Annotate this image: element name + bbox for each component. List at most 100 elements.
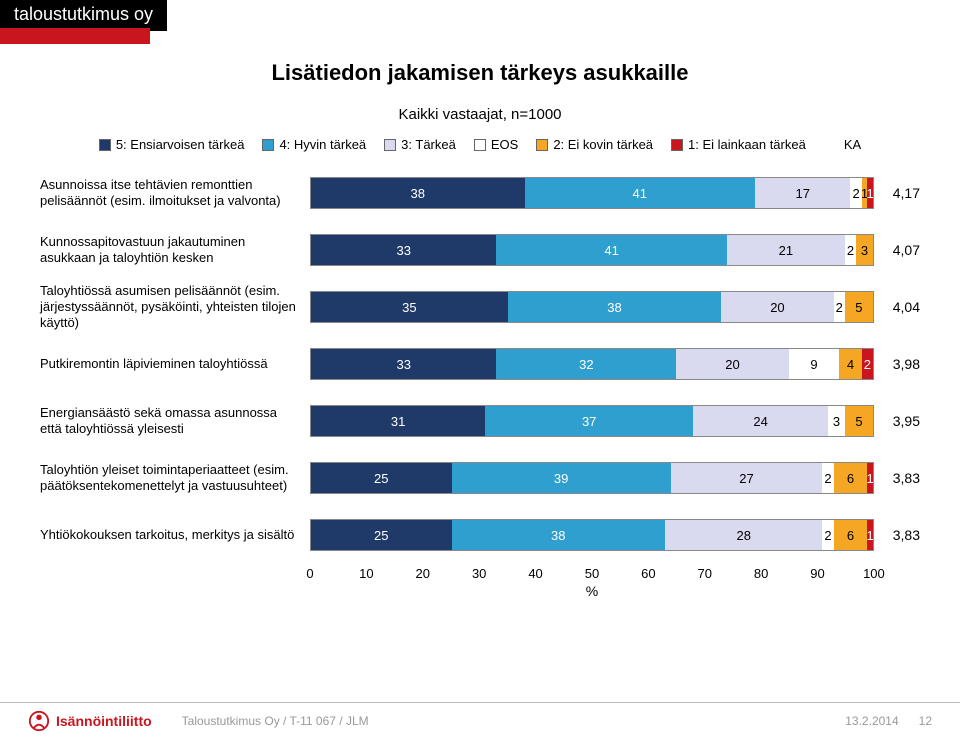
bar-segment: 38 — [508, 292, 722, 322]
chart-row: Yhtiökokouksen tarkoitus, merkitys ja si… — [40, 514, 920, 556]
brand-bar: taloustutkimus oy — [0, 0, 167, 31]
row-bar-wrap: 33412123 — [310, 231, 874, 269]
bar-segment: 31 — [311, 406, 485, 436]
row-ka: 3,83 — [874, 527, 920, 543]
bar-segment: 20 — [676, 349, 788, 379]
x-tick-label: 100 — [863, 566, 885, 581]
row-bar-wrap: 31372435 — [310, 402, 874, 440]
row-label: Asunnoissa itse tehtävien remonttien pel… — [40, 177, 310, 210]
chart-title: Lisätiedon jakamisen tärkeys asukkaille — [40, 60, 920, 86]
row-bar-wrap: 35382025 — [310, 288, 874, 326]
row-bar: 253828261 — [310, 519, 874, 551]
brand-accent — [0, 28, 150, 44]
bar-segment: 33 — [311, 349, 496, 379]
logo-icon — [28, 710, 50, 732]
bar-segment: 3 — [828, 406, 845, 436]
bar-segment: 25 — [311, 463, 452, 493]
x-axis-label: % — [310, 583, 874, 599]
legend-swatch — [474, 139, 486, 151]
legend: 5: Ensiarvoisen tärkeä 4: Hyvin tärkeä 3: … — [40, 137, 920, 152]
legend-label: 2: Ei kovin tärkeä — [553, 137, 653, 152]
x-tick-label: 10 — [359, 566, 373, 581]
brand-text: taloustutkimus oy — [14, 4, 153, 24]
legend-item: 3: Tärkeä — [384, 137, 456, 152]
bar-segment: 37 — [485, 406, 693, 436]
footer-logo-text: Isännöintiliitto — [56, 713, 152, 729]
bar-segment: 41 — [525, 178, 755, 208]
bar-segment: 21 — [727, 235, 845, 265]
chart-row: Taloyhtiön yleiset toimintaperiaatteet (… — [40, 457, 920, 499]
row-bar-wrap: 333220942 — [310, 345, 874, 383]
bar-segment: 25 — [311, 520, 452, 550]
row-ka: 4,04 — [874, 299, 920, 315]
x-tick-label: 90 — [810, 566, 824, 581]
row-ka: 3,95 — [874, 413, 920, 429]
bar-segment: 2 — [862, 349, 873, 379]
bar-segment: 27 — [671, 463, 823, 493]
x-tick-label: 40 — [528, 566, 542, 581]
row-label: Taloyhtiön yleiset toimintaperiaatteet (… — [40, 462, 310, 495]
row-bar: 253927261 — [310, 462, 874, 494]
row-ka: 3,98 — [874, 356, 920, 372]
bar-segment: 41 — [496, 235, 726, 265]
bar-segment: 5 — [845, 406, 873, 436]
chart-row: Kunnossapitovastuun jakautuminen asukkaa… — [40, 229, 920, 271]
legend-swatch — [262, 139, 274, 151]
x-tick-label: 80 — [754, 566, 768, 581]
row-label: Kunnossapitovastuun jakautuminen asukkaa… — [40, 234, 310, 267]
chart-row: Asunnoissa itse tehtävien remonttien pel… — [40, 172, 920, 214]
row-bar: 333220942 — [310, 348, 874, 380]
x-tick-label: 30 — [472, 566, 486, 581]
bar-segment: 6 — [834, 463, 868, 493]
chart-rows: Asunnoissa itse tehtävien remonttien pel… — [40, 172, 920, 556]
x-tick-label: 20 — [416, 566, 430, 581]
bar-segment: 2 — [850, 178, 861, 208]
bar-segment: 1 — [867, 520, 873, 550]
bar-segment: 2 — [845, 235, 856, 265]
footer-logo: Isännöintiliitto — [28, 710, 152, 732]
legend-swatch — [671, 139, 683, 151]
legend-swatch — [384, 139, 396, 151]
legend-swatch — [99, 139, 111, 151]
bar-segment: 28 — [665, 520, 822, 550]
legend-item: 2: Ei kovin tärkeä — [536, 137, 653, 152]
bar-segment: 35 — [311, 292, 508, 322]
legend-label: 4: Hyvin tärkeä — [279, 137, 366, 152]
footer: Isännöintiliitto Taloustutkimus Oy / T-1… — [0, 702, 960, 738]
bar-segment: 3 — [856, 235, 873, 265]
bar-segment: 2 — [822, 520, 833, 550]
legend-label: 5: Ensiarvoisen tärkeä — [116, 137, 245, 152]
chart-subtitle: Kaikki vastaajat, n=1000 — [40, 106, 920, 123]
row-ka: 3,83 — [874, 470, 920, 486]
x-tick-label: 70 — [698, 566, 712, 581]
x-axis: 0102030405060708090100 % — [310, 566, 874, 606]
chart-row: Taloyhtiössä asumisen pelisäännöt (esim.… — [40, 286, 920, 328]
row-label: Yhtiökokouksen tarkoitus, merkitys ja si… — [40, 527, 310, 543]
row-label: Putkiremontin läpivieminen taloyhtiössä — [40, 356, 310, 372]
x-tick-label: 50 — [585, 566, 599, 581]
legend-item: EOS — [474, 137, 518, 152]
bar-segment: 1 — [867, 463, 873, 493]
bar-segment: 38 — [311, 178, 525, 208]
row-bar: 384117211 — [310, 177, 874, 209]
row-label: Taloyhtiössä asumisen pelisäännöt (esim.… — [40, 283, 310, 332]
row-ka: 4,07 — [874, 242, 920, 258]
row-bar: 31372435 — [310, 405, 874, 437]
bar-segment: 17 — [755, 178, 851, 208]
bar-segment: 32 — [496, 349, 676, 379]
legend-label: 1: Ei lainkaan tärkeä — [688, 137, 806, 152]
bar-segment: 24 — [693, 406, 828, 436]
legend-item: 5: Ensiarvoisen tärkeä — [99, 137, 245, 152]
bar-segment: 9 — [789, 349, 840, 379]
bar-segment: 1 — [867, 178, 873, 208]
bar-segment: 20 — [721, 292, 833, 322]
legend-ka-label: KA — [844, 137, 861, 152]
footer-date: 13.2.2014 — [845, 714, 898, 728]
footer-credit: Taloustutkimus Oy / T-11 067 / JLM — [182, 714, 369, 728]
bar-segment: 2 — [834, 292, 845, 322]
bar-segment: 6 — [834, 520, 868, 550]
chart-row: Energiansäästö sekä omassa asunnossa ett… — [40, 400, 920, 442]
bar-segment: 5 — [845, 292, 873, 322]
row-bar-wrap: 253927261 — [310, 459, 874, 497]
x-axis-ticks: 0102030405060708090100 — [310, 566, 874, 581]
